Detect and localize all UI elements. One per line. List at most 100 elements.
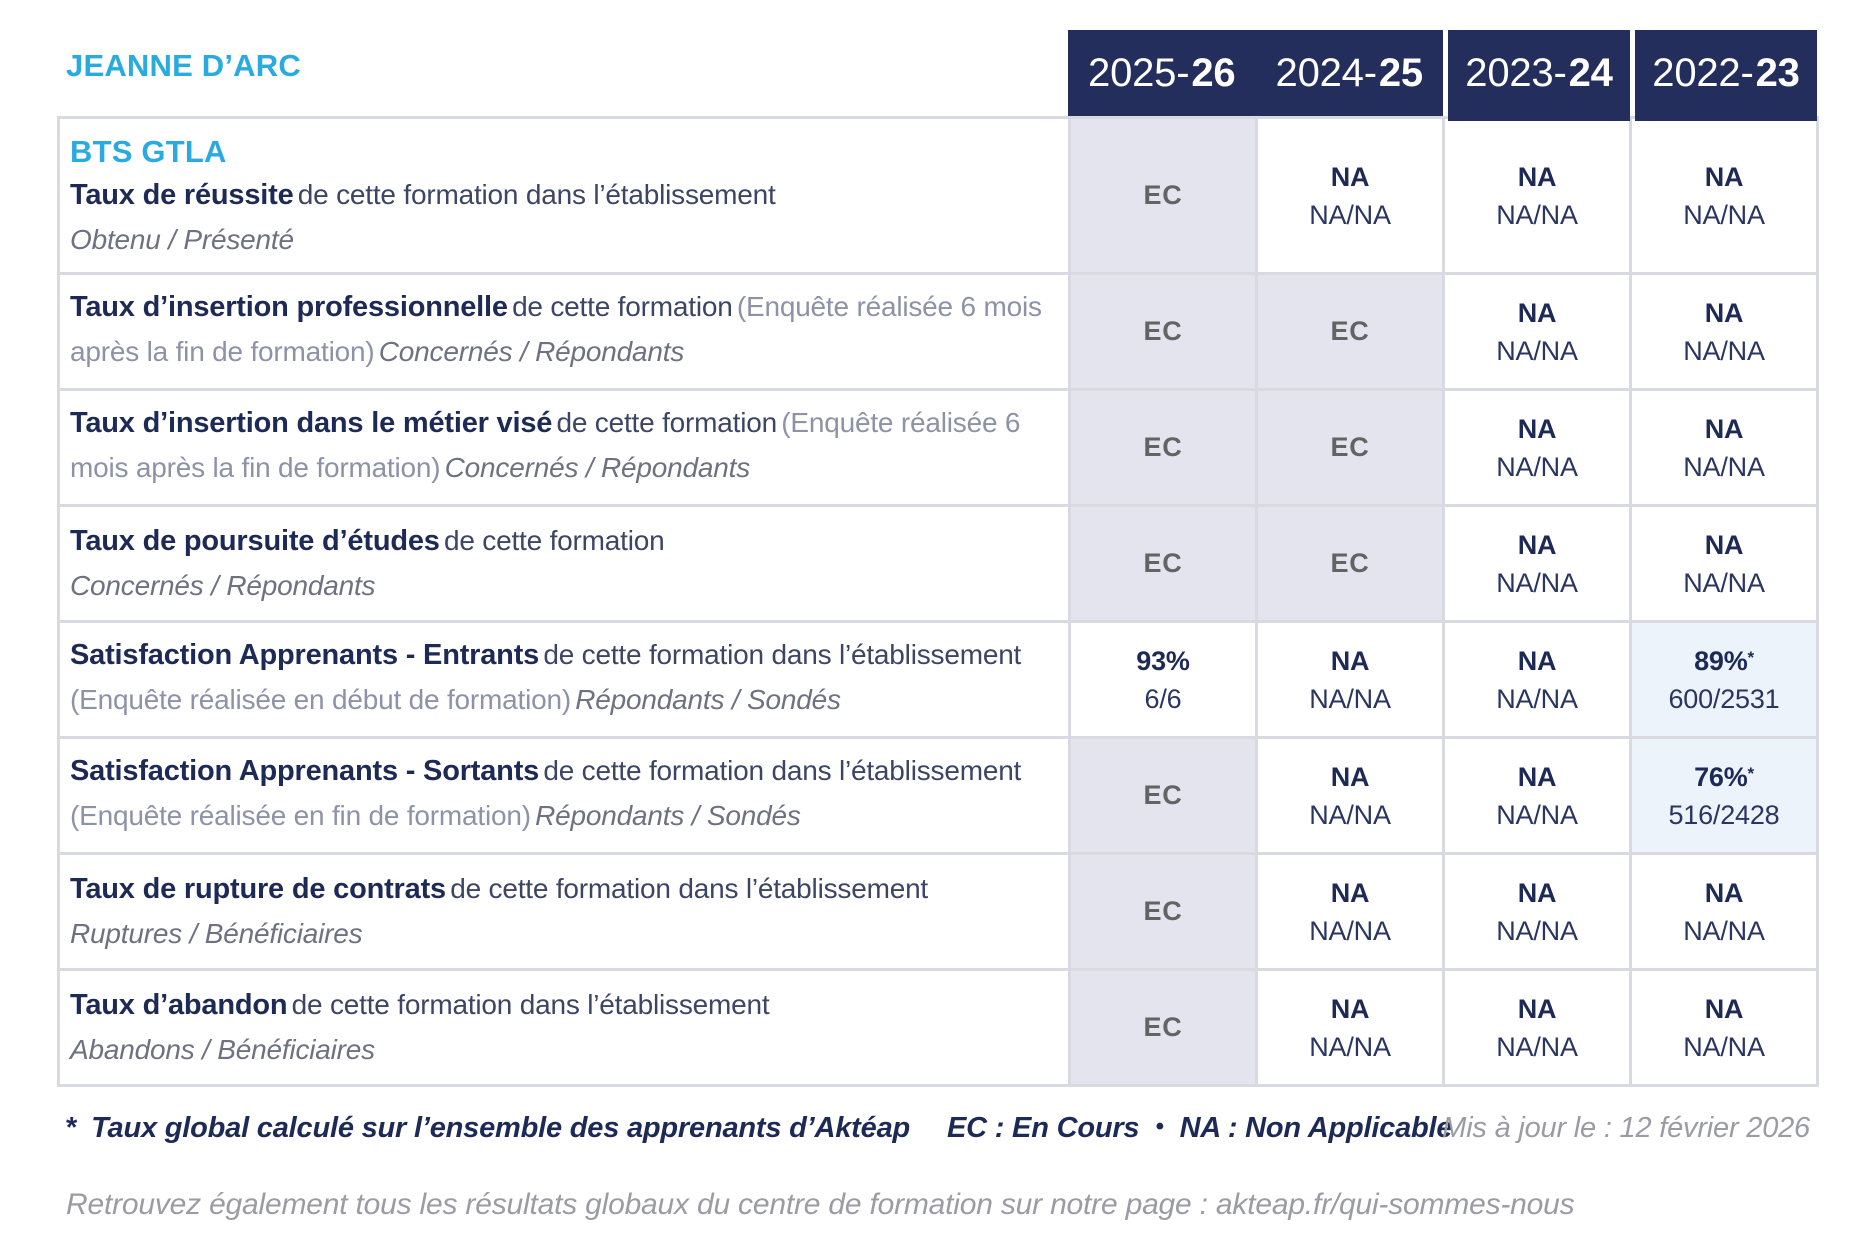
value-cell: NA NA/NA [1442, 388, 1632, 507]
metric-label: Satisfaction Apprenants - Entrants de ce… [57, 620, 1071, 739]
metric-desc: de cette formation [512, 290, 733, 322]
value-cell: EC [1255, 388, 1445, 507]
year-column-2024-25: 2024- 25 [1256, 30, 1444, 116]
value-cell: NA NA/NA [1629, 272, 1819, 391]
year-column-2023-24: 2023- 24 [1448, 30, 1630, 121]
year-label: 2023- [1465, 50, 1567, 95]
value-cell: NA NA/NA [1442, 968, 1632, 1087]
value-cell: NA NA/NA [1629, 116, 1819, 275]
metric-desc: de cette formation dans l’établissement [543, 754, 1022, 786]
value-cell: NA NA/NA [1629, 388, 1819, 507]
value-cell: EC [1068, 272, 1258, 391]
metric-subtitle: Concernés / Répondants [444, 451, 751, 483]
table-row-satisfaction-sortants: Satisfaction Apprenants - Sortants de ce… [57, 736, 1819, 855]
metric-paren: (Enquête réalisée 6 mois après la fin de… [70, 290, 1042, 367]
table-row-taux-reussite: BTS GTLA Taux de réussite de cette forma… [57, 116, 1819, 275]
footnote-global-rate: * Taux global calculé sur l’ensemble des … [66, 1112, 910, 1145]
legend-ec: EC : En Cours [947, 1112, 1140, 1144]
metric-title: Taux d’insertion professionnelle [70, 290, 508, 323]
table-row-abandon: Taux d’abandon de cette formation dans l… [57, 968, 1819, 1087]
legend: EC : En Cours • NA : Non Applicable [947, 1112, 1453, 1145]
year-label-bold: 25 [1378, 50, 1423, 95]
value-cell: NA NA/NA [1442, 272, 1632, 391]
metric-desc: de cette formation [556, 406, 777, 438]
metric-title: Taux de rupture de contrats [70, 873, 446, 905]
footnote-text: Taux global calculé sur l’ensemble des a… [91, 1112, 911, 1144]
metric-label: Taux d’insertion dans le métier visé de … [57, 388, 1071, 507]
value-cell-global: 76%* 516/2428 [1629, 736, 1819, 855]
table-row-poursuite-etudes: Taux de poursuite d’études de cette form… [57, 504, 1819, 623]
year-column-2022-23: 2022- 23 [1635, 30, 1817, 121]
footnote-asterisk: * [1747, 647, 1755, 667]
legend-na: NA : Non Applicable [1179, 1112, 1453, 1144]
value-cell: EC [1068, 736, 1258, 855]
value-cell: NA NA/NA [1255, 968, 1445, 1087]
metric-title: Taux d’insertion dans le métier visé [70, 406, 553, 439]
footnote-asterisk: * [66, 1112, 78, 1144]
metric-subtitle: Concernés / Répondants [378, 335, 685, 367]
table-row-insertion-metier: Taux d’insertion dans le métier visé de … [57, 388, 1819, 507]
value-cell: EC [1068, 852, 1258, 971]
value-cell: NA NA/NA [1255, 620, 1445, 739]
value-cell: EC [1255, 272, 1445, 391]
metric-subtitle: Répondants / Sondés [535, 799, 801, 831]
value-cell: EC [1068, 388, 1258, 507]
value-cell: NA NA/NA [1442, 620, 1632, 739]
value-cell: NA NA/NA [1442, 504, 1632, 623]
value-cell: NA NA/NA [1442, 736, 1632, 855]
metric-title: Taux de réussite [70, 179, 294, 211]
metric-label: BTS GTLA Taux de réussite de cette forma… [57, 116, 1071, 275]
value-cell: NA NA/NA [1629, 968, 1819, 1087]
metric-subtitle: Abandons / Bénéficiaires [70, 1034, 375, 1065]
metric-label: Satisfaction Apprenants - Sortants de ce… [57, 736, 1071, 855]
year-group-recent: 2025- 26 2024- 25 [1068, 30, 1443, 116]
metric-subtitle: Ruptures / Bénéficiaires [70, 918, 363, 949]
metric-desc: de cette formation dans l’établissement [543, 638, 1022, 670]
value-cell: EC [1068, 968, 1258, 1087]
legend-separator: • [1155, 1113, 1164, 1140]
metric-subtitle: Obtenu / Présenté [70, 224, 294, 255]
metric-title: Satisfaction Apprenants - Sortants [70, 754, 540, 787]
metric-title: Taux d’abandon [70, 989, 288, 1021]
value-cell: NA NA/NA [1442, 116, 1632, 275]
year-label: 2024- [1275, 50, 1378, 95]
metric-paren: (Enquête réalisée 6 mois après la fin de… [70, 406, 1021, 483]
last-updated: Mis à jour le : 12 février 2026 [1442, 1112, 1810, 1144]
metric-label: Taux de rupture de contrats de cette for… [57, 852, 1071, 971]
metric-label: Taux d’insertion professionnelle de cett… [57, 272, 1071, 391]
value-cell: 93% 6/6 [1068, 620, 1258, 739]
school-title: JEANNE D’ARC [66, 48, 301, 83]
program-title: BTS GTLA [70, 134, 227, 169]
table-row-satisfaction-entrants: Satisfaction Apprenants - Entrants de ce… [57, 620, 1819, 739]
year-label-bold: 24 [1568, 50, 1613, 95]
value-cell: NA NA/NA [1629, 504, 1819, 623]
value-cell: EC [1068, 116, 1258, 275]
metric-desc: de cette formation dans l’établissement [450, 873, 929, 904]
value-cell: NA NA/NA [1629, 852, 1819, 971]
table-row-rupture-contrats: Taux de rupture de contrats de cette for… [57, 852, 1819, 971]
results-table: BTS GTLA Taux de réussite de cette forma… [57, 116, 1819, 1087]
metric-desc: de cette formation dans l’établissement [291, 989, 770, 1020]
year-label: 2022- [1652, 50, 1754, 95]
year-label-bold: 23 [1755, 50, 1800, 95]
value-cell: NA NA/NA [1255, 116, 1445, 275]
value-cell-global: 89%* 600/2531 [1629, 620, 1819, 739]
metric-paren: (Enquête réalisée en début de formation) [70, 683, 571, 715]
metric-desc: de cette formation [443, 525, 665, 556]
footnote-asterisk: * [1747, 763, 1755, 783]
metric-subtitle: Répondants / Sondés [575, 683, 841, 715]
year-label-bold: 26 [1191, 50, 1236, 95]
value-cell: EC [1255, 504, 1445, 623]
metric-desc: de cette formation dans l’établissement [297, 179, 776, 210]
metric-title: Taux de poursuite d’études [70, 525, 440, 557]
value-cell: NA NA/NA [1255, 852, 1445, 971]
year-label: 2025- [1088, 50, 1190, 95]
metric-label: Taux de poursuite d’études de cette form… [57, 504, 1071, 623]
bottom-note: Retrouvez également tous les résultats g… [66, 1188, 1575, 1221]
year-header-row: 2025- 26 2024- 25 2023- 24 2022- 23 [1068, 30, 1817, 121]
metric-subtitle: Concernés / Répondants [70, 570, 376, 601]
value-cell: NA NA/NA [1442, 852, 1632, 971]
value-cell: NA NA/NA [1255, 736, 1445, 855]
metric-label: Taux d’abandon de cette formation dans l… [57, 968, 1071, 1087]
